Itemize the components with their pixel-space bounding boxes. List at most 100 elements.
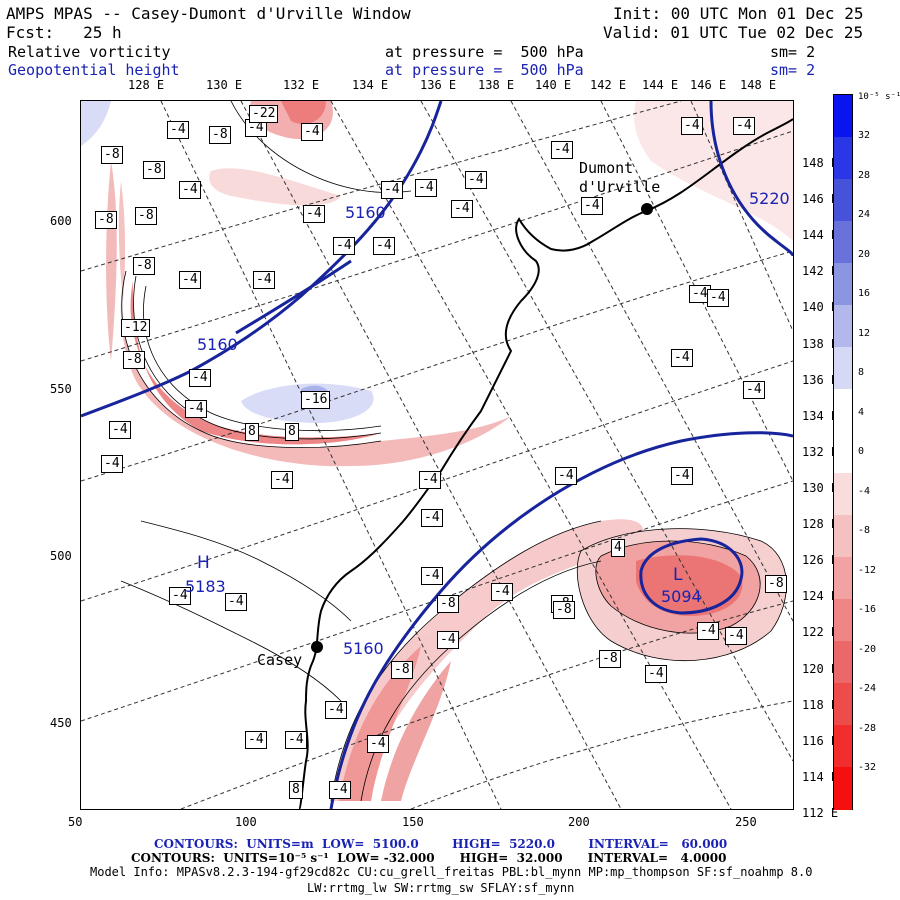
- top-lon-label: 146 E: [690, 78, 727, 92]
- x-tick-label: 250: [735, 815, 757, 829]
- field-2-pressure: at pressure = 500 hPa: [385, 61, 584, 79]
- vorticity-contour-label: -4: [301, 123, 323, 141]
- vorticity-contour-label: -4: [179, 181, 201, 199]
- x-tick-label: 150: [402, 815, 424, 829]
- casey-marker: [311, 641, 323, 653]
- height-contour-label: 5094: [661, 587, 702, 606]
- vorticity-contour-label: -4: [421, 509, 443, 527]
- y-tick-label: 550: [50, 382, 72, 396]
- vorticity-contour-label: -4: [437, 631, 459, 649]
- vorticity-contour-label: -4: [707, 289, 729, 307]
- vorticity-contour-label: -4: [743, 381, 765, 399]
- vorticity-contour-label: 8: [285, 423, 299, 441]
- vorticity-contour-label: -4: [697, 622, 719, 640]
- init-time: Init: 00 UTC Mon 01 Dec 25: [613, 4, 864, 23]
- vorticity-contour-label: -8: [209, 126, 231, 144]
- vorticity-contour-label: -4: [179, 271, 201, 289]
- vorticity-contour-label: -4: [109, 421, 131, 439]
- height-contour-label: 5160: [343, 639, 384, 658]
- colorbar-label: 28: [858, 170, 871, 181]
- colorbar-segment: [834, 767, 852, 810]
- vorticity-contour-label: -4: [451, 200, 473, 218]
- colorbar-segment: [834, 221, 852, 264]
- map-svg: [81, 101, 793, 809]
- vorticity-contour-label: -4: [303, 205, 325, 223]
- colorbar-segment: [834, 683, 852, 726]
- top-lon-label: 138 E: [478, 78, 515, 92]
- vorticity-contour-label: -4: [225, 593, 247, 611]
- vorticity-contour-label: -4: [245, 731, 267, 749]
- colorbar-segment: [834, 137, 852, 180]
- colorbar-label: 0: [858, 446, 865, 457]
- top-lon-label: 134 E: [352, 78, 389, 92]
- height-contour-label: 5160: [345, 203, 386, 222]
- vorticity-contour-label: -4: [367, 735, 389, 753]
- vorticity-contour-label: -4: [689, 285, 711, 303]
- colorbar-label: -16: [858, 604, 877, 615]
- colorbar-segment: [834, 725, 852, 768]
- vorticity-contour-label: -4: [681, 117, 703, 135]
- x-tick-label: 200: [568, 815, 590, 829]
- negative-vorticity-shading: [106, 101, 793, 801]
- map-title: AMPS MPAS -- Casey-Dumont d'Urville Wind…: [6, 4, 411, 23]
- vorticity-contour-label: -4: [333, 237, 355, 255]
- vorticity-contour-label: -4: [373, 237, 395, 255]
- field-1-smoothing: sm= 2: [770, 43, 816, 61]
- field-2-smoothing: sm= 2: [770, 61, 816, 79]
- vorticity-contour-label: -8: [765, 575, 787, 593]
- model-info: Model Info: MPASv8.2.3-194-gf29cd82c CU:…: [90, 865, 813, 879]
- field-2-name: Geopotential height: [8, 61, 180, 79]
- vorticity-contour-label: -4: [491, 583, 513, 601]
- vorticity-contour-label: -4: [581, 197, 603, 215]
- colorbar-segment: [834, 431, 852, 474]
- colorbar-segment: [834, 599, 852, 642]
- colorbar-segment: [834, 557, 852, 600]
- vorticity-contour-label: 8: [289, 781, 303, 799]
- vorticity-contour-label: -8: [123, 351, 145, 369]
- field-1-pressure: at pressure = 500 hPa: [385, 43, 584, 61]
- vorticity-contour-label: -8: [391, 661, 413, 679]
- vorticity-contour-label: -4: [421, 567, 443, 585]
- vorticity-contour-label: -12: [121, 319, 151, 337]
- x-tick-label: 50: [68, 815, 83, 829]
- colorbar-label: 24: [858, 209, 871, 220]
- top-lon-label: 140 E: [535, 78, 572, 92]
- colorbar-segment: [834, 347, 852, 390]
- colorbar-label: 20: [858, 249, 871, 260]
- colorbar-label: 16: [858, 288, 871, 299]
- vorticity-contour-label: -4: [325, 701, 347, 719]
- colorbar-label: -24: [858, 683, 877, 694]
- graticule: [81, 101, 793, 809]
- vorticity-contour-label: -8: [553, 601, 575, 619]
- vorticity-colorbar: [833, 94, 853, 810]
- geopotential-height-contours: [81, 101, 793, 809]
- vorticity-contour-label: -4: [185, 400, 207, 418]
- top-lon-label: 144 E: [642, 78, 679, 92]
- top-lon-label: 128 E: [128, 78, 165, 92]
- top-lon-label: 132 E: [283, 78, 320, 92]
- vorticity-contour-label: -8: [133, 257, 155, 275]
- vorticity-contour-label: 8: [245, 423, 259, 441]
- vorticity-contour-label: -4: [189, 369, 211, 387]
- station-markers: [311, 203, 653, 653]
- colorbar-unit: 10⁻⁵ s⁻¹: [858, 92, 900, 102]
- colorbar-segment: [834, 473, 852, 516]
- colorbar-label: -20: [858, 644, 877, 655]
- colorbar-segment: [834, 515, 852, 558]
- vorticity-contour-label: -8: [101, 146, 123, 164]
- model-info-2: LW:rrtmg_lw SW:rrtmg_sw SFLAY:sf_mynn: [307, 881, 575, 895]
- colorbar-label: -32: [858, 762, 877, 773]
- field-1-name: Relative vorticity: [8, 43, 171, 61]
- right-lon-label: 112 E: [802, 806, 839, 820]
- vorticity-contour-label: -4: [285, 731, 307, 749]
- vorticity-contour-label: -16: [301, 391, 331, 409]
- height-contour-info: CONTOURS: UNITS=m LOW= 5100.0 HIGH= 5220…: [154, 837, 728, 851]
- height-contour-label: 5160: [197, 335, 238, 354]
- vorticity-contour-label: -8: [95, 211, 117, 229]
- colorbar-segment: [834, 389, 852, 432]
- vorticity-contour-label: -4: [271, 471, 293, 489]
- vorticity-contour-label: -8: [135, 207, 157, 225]
- colorbar-segment: [834, 95, 852, 138]
- vorticity-contour-label: -4: [671, 349, 693, 367]
- y-tick-label: 600: [50, 214, 72, 228]
